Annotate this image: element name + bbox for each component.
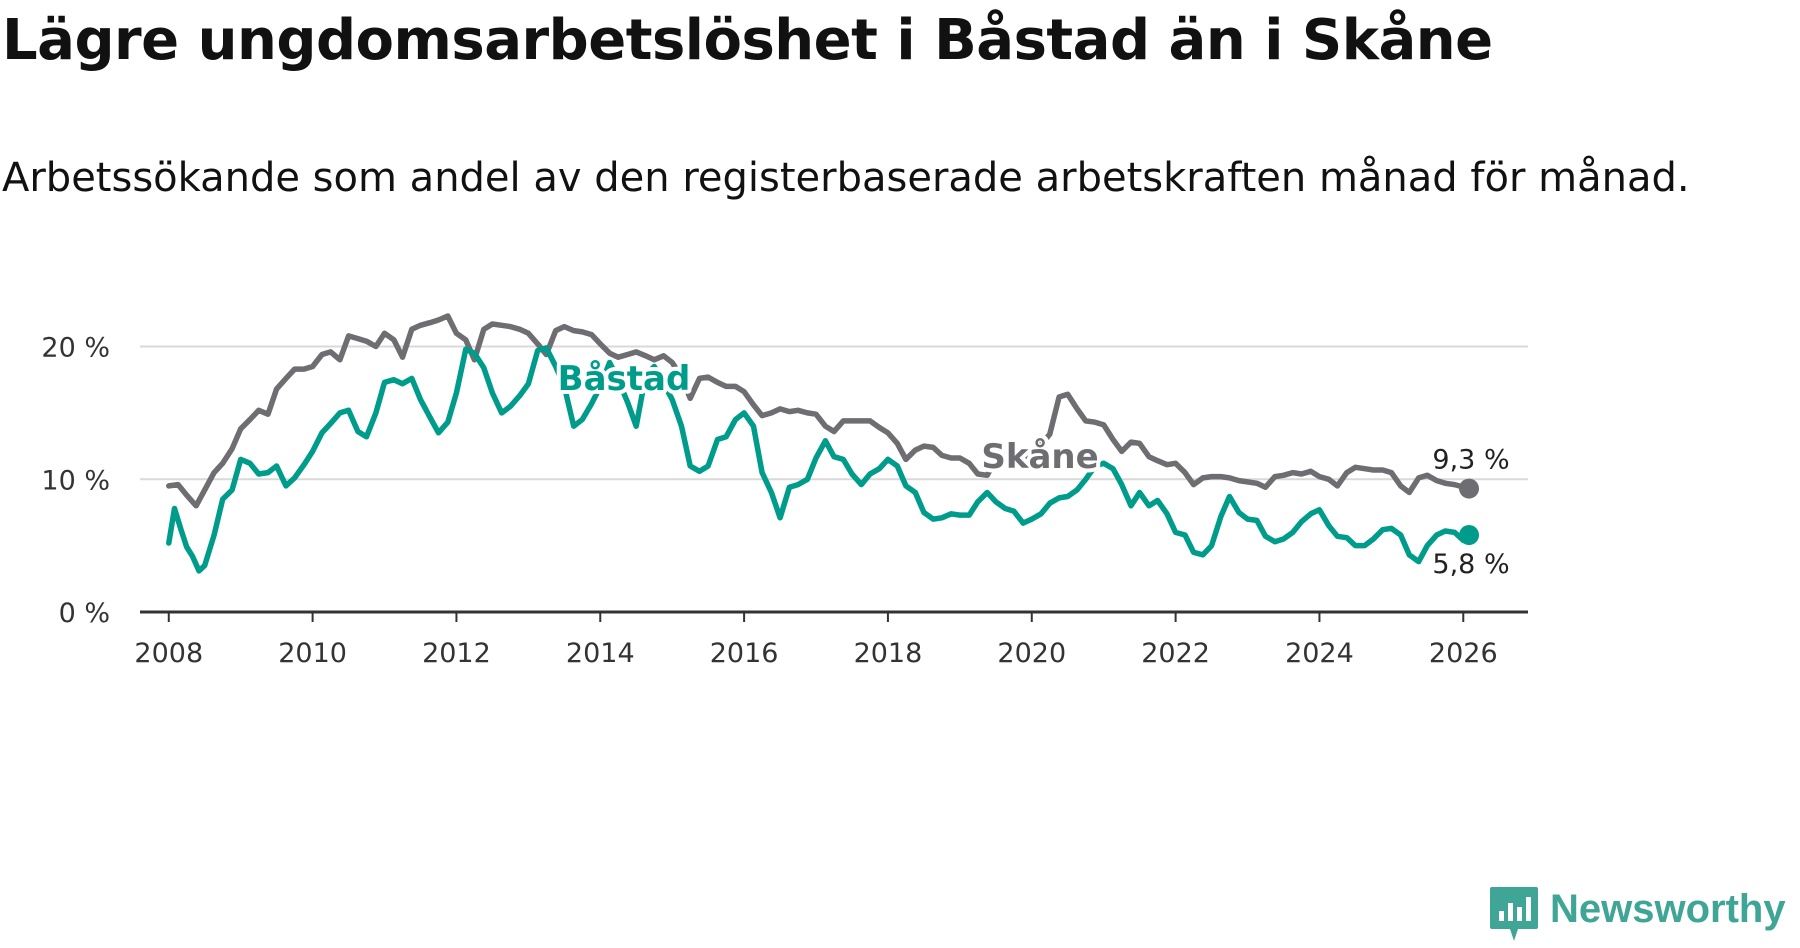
x-tick-label: 2022 [1141, 638, 1210, 669]
newsworthy-wordmark: Newsworthy [1550, 887, 1786, 931]
x-tick-label: 2020 [997, 638, 1066, 669]
x-tick-label: 2026 [1429, 638, 1498, 669]
labels: Skåne Båstad 9,3 % 5,8 % [554, 355, 1514, 584]
y-tick-label: 10 % [41, 465, 110, 496]
x-tick-label: 2014 [566, 638, 635, 669]
end-value-label-bastad: 5,8 % [1432, 549, 1509, 580]
series-line-skne [166, 313, 1472, 509]
chart-subtitle: Arbetssökande som andel av den registerb… [2, 155, 1690, 201]
line-chart: 0 % 10 % 20 % 2008 2010 2012 2014 2016 2018 2020 2… [41, 313, 1528, 669]
end-value-label-skane: 9,3 % [1432, 445, 1509, 476]
series-end-dot [1459, 525, 1480, 546]
x-tick-label: 2024 [1285, 638, 1354, 669]
series-label-skane: Skåne [981, 437, 1098, 477]
y-tick-label: 0 % [59, 598, 110, 629]
x-tick-label: 2012 [422, 638, 491, 669]
y-tick-label: 20 % [41, 333, 110, 364]
series-label-bastad: Båstad [558, 359, 691, 399]
x-tick-label: 2010 [278, 638, 347, 669]
x-tick-label: 2016 [710, 638, 779, 669]
series [166, 313, 1480, 574]
series-line-bstad [166, 345, 1472, 574]
chart-title: Lägre ungdomsarbetslöshet i Båstad än i … [2, 8, 1493, 73]
newsworthy-chart-icon [1490, 887, 1538, 941]
x-tick-label: 2008 [134, 638, 203, 669]
x-tick-label: 2018 [854, 638, 923, 669]
axes: 0 % 10 % 20 % 2008 2010 2012 2014 2016 2018 2020 2… [41, 333, 1528, 669]
series-end-dot [1459, 478, 1480, 499]
